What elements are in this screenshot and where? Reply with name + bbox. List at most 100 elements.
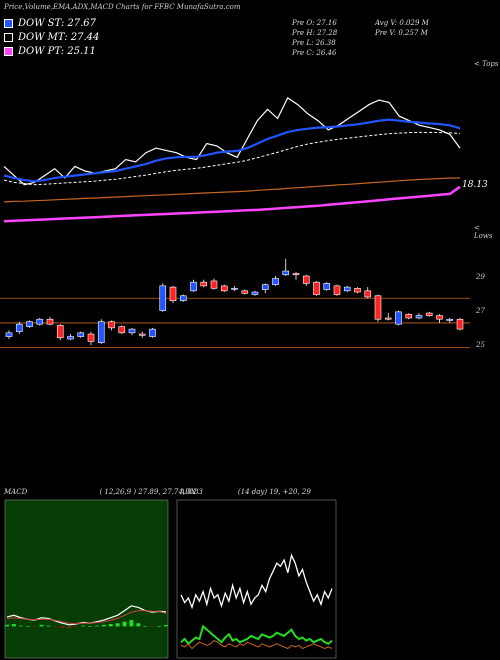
candle-body [343,286,351,292]
macd-histogram-bar [164,624,168,627]
candle-body [169,286,177,302]
candle-body [118,326,126,334]
macd-label: MACD [4,488,28,496]
ohlc-values: Pre O: 27.16 Pre H: 27.28 Pre L: 26.38 P… [292,18,337,58]
macd-histogram-bar [11,624,16,627]
candle-body [210,280,218,289]
candle-body [108,321,115,329]
macd-params: ( 12,26,9 ) 27.89, 27.74, 0.83 [99,488,203,496]
candle-body [292,273,300,276]
legend-label-pt: DOW PT: 25.11 [18,45,96,57]
macd-histogram-bar [94,625,99,627]
macd-histogram-bar [108,624,113,627]
macd-histogram-bar [122,621,127,627]
adx-title: ADX (14 day) 19, +20, 29 [180,488,311,496]
legend-label-mt: DOW MT: 27.44 [18,31,100,43]
macd-histogram-bar [53,626,58,627]
adx-line [180,553,333,610]
candle-body [251,291,259,295]
lows-label: < Lows [474,224,493,240]
macd-histogram-bar [87,626,92,627]
candle-body [138,333,146,336]
legend-swatch-st [4,18,13,28]
price-line [3,97,461,186]
ema-value-label: 18.13 [462,180,488,190]
macd-histogram-bar [18,625,23,627]
adx-label: ADX [180,488,196,496]
candle-body [415,315,423,319]
macd-histogram-bar [143,626,148,627]
macd-title: MACD ( 12,26,9 ) 27.89, 27.74, 0.83 [4,488,203,496]
candle-body [231,288,238,290]
candle-body [77,332,85,337]
ema-pt-line [3,185,461,223]
price-axis-label-29: 29 [476,273,485,281]
candle-body [313,281,320,295]
candle-body [282,270,290,276]
candle-body [220,285,228,292]
macd-histogram-bar [136,623,141,627]
macd-panel-bg [4,499,169,659]
macd-histogram-bar [39,624,44,627]
macd-histogram-bar [67,626,72,628]
macd-histogram-bar [5,624,9,627]
adx-params: (14 day) 19, +20, 29 [237,488,311,496]
candle-body [456,318,464,330]
candle-body [364,290,372,298]
pre-high: Pre H: 27.28 [292,29,338,37]
legend-swatch-mt [4,32,13,42]
macd-histogram-bar [101,624,106,627]
macd-histogram-bar [46,625,51,627]
candle-body [200,281,208,287]
candle-body [67,336,74,340]
macd-histogram-bar [60,626,65,628]
candle-body [241,290,249,294]
macd-signal-line [6,610,167,625]
legend-item-pt: DOW PT: 25.11 [4,44,99,58]
candle-body [272,278,279,285]
candle-body [56,325,64,339]
legend: DOW ST: 27.67 DOW MT: 27.44 DOW PT: 25.1… [4,16,99,58]
volume-values: Avg V: 0.029 M Pre V: 0.257 M [375,18,429,38]
candle-body [15,323,23,332]
candle-body [323,283,331,290]
macd-histogram-bar [115,623,120,627]
macd-histogram-bar [32,626,37,627]
ema-mid-line [3,131,461,186]
candle-body [446,318,454,321]
candle-body [425,312,433,316]
macd-histogram-bar [129,620,134,627]
candle-body [128,328,136,334]
candle-body [97,321,105,344]
macd-histogram-bar [81,625,86,627]
candle-body [149,328,156,337]
candle-body [354,288,361,293]
candle-body [302,275,310,284]
minus-di-line [180,640,333,650]
candle-body [374,295,382,320]
pre-close: Pre C: 26.46 [292,49,337,57]
chart-header: Price,Volume,EMA,ADX,MACD Charts for FFB… [4,3,241,11]
pre-open: Pre O: 27.16 [292,19,337,27]
legend-item-mt: DOW MT: 27.44 [4,30,99,44]
pre-low: Pre L: 26.38 [292,39,336,47]
candle-body [87,333,95,342]
candle-body [179,295,187,302]
candle-body [261,284,269,290]
ema-long-line [3,177,461,203]
candle-body [46,318,54,325]
pre-volume: Pre V: 0.257 M [375,29,428,37]
candle-body [395,311,402,325]
price-axis-label-25: 25 [476,341,485,349]
candle-body [436,315,443,320]
adx-panel-bg [176,499,337,659]
candle-body [159,285,167,311]
plus-di-line [180,624,333,646]
candle-body [36,318,44,325]
macd-histogram-bar [150,626,155,628]
tops-label: < Tops [474,60,499,68]
legend-item-st: DOW ST: 27.67 [4,16,99,30]
price-axis-label-27: 27 [476,307,485,315]
avg-volume: Avg V: 0.029 M [375,19,429,27]
